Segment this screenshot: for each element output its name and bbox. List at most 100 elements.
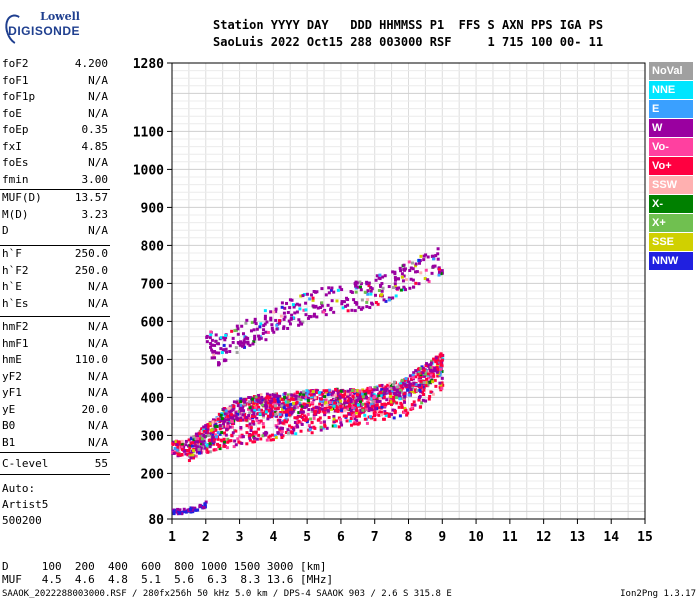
data-point	[325, 426, 329, 430]
data-point	[264, 406, 268, 410]
data-point	[393, 409, 397, 413]
data-point	[318, 399, 322, 403]
data-point	[412, 371, 416, 375]
param-name: C-level	[2, 457, 49, 470]
x-tick-label: 6	[337, 530, 345, 545]
param-row: M(D) 3.23	[2, 208, 108, 224]
data-point	[321, 399, 325, 403]
data-point	[213, 433, 217, 437]
data-point	[327, 415, 331, 419]
data-point	[379, 293, 383, 297]
data-point	[200, 428, 204, 432]
data-point	[234, 346, 238, 350]
data-point	[266, 330, 270, 334]
data-point	[296, 425, 300, 429]
data-point	[382, 391, 386, 395]
data-point	[192, 456, 196, 460]
data-point	[278, 412, 282, 416]
data-point	[244, 418, 248, 422]
data-point	[354, 411, 358, 415]
x-tick-label: 11	[502, 530, 518, 545]
data-point	[351, 395, 355, 399]
data-point	[286, 310, 290, 314]
data-point	[333, 393, 337, 397]
data-point	[271, 438, 275, 442]
data-point	[217, 362, 221, 366]
data-point	[421, 390, 425, 394]
data-point	[342, 300, 346, 304]
data-point	[397, 277, 401, 281]
data-point	[358, 285, 362, 289]
data-point	[324, 402, 328, 406]
data-point	[248, 438, 252, 442]
data-point	[386, 383, 390, 387]
data-point	[294, 397, 298, 401]
x-tick-label: 1	[168, 530, 176, 545]
data-point	[208, 450, 212, 454]
data-point	[392, 387, 396, 391]
auto-label: Auto:	[2, 482, 36, 495]
data-point	[415, 270, 419, 274]
data-point	[327, 286, 331, 290]
data-point	[356, 285, 360, 289]
data-point	[354, 286, 358, 290]
data-point	[257, 399, 261, 403]
data-point	[272, 412, 276, 416]
data-point	[424, 381, 428, 385]
data-point	[404, 408, 408, 412]
data-point	[404, 278, 408, 282]
data-point	[399, 288, 403, 292]
data-point	[420, 365, 424, 369]
param-value: 3.00	[81, 172, 109, 186]
data-point	[206, 423, 210, 427]
data-point	[238, 434, 242, 438]
data-point	[294, 425, 298, 429]
data-point	[315, 391, 319, 395]
data-point	[285, 420, 289, 424]
data-point	[251, 397, 255, 401]
data-point	[236, 332, 240, 336]
data-point	[426, 255, 430, 259]
data-point	[418, 375, 422, 379]
data-point	[319, 397, 323, 401]
data-point	[208, 442, 212, 446]
data-point	[202, 435, 206, 439]
data-point	[372, 388, 376, 392]
data-point	[238, 441, 242, 445]
data-point	[434, 254, 438, 258]
data-point	[365, 421, 369, 425]
data-point	[311, 401, 315, 405]
data-point	[275, 414, 279, 418]
data-point	[269, 318, 273, 322]
data-point	[284, 396, 288, 400]
data-point	[225, 427, 229, 431]
data-point	[274, 307, 278, 311]
data-point	[358, 389, 362, 393]
data-point	[350, 413, 354, 417]
data-point	[388, 385, 392, 389]
data-point	[438, 373, 442, 377]
data-point	[350, 389, 354, 393]
data-point	[262, 413, 266, 417]
data-point	[174, 440, 178, 444]
data-point	[346, 389, 350, 393]
data-point	[284, 410, 288, 414]
data-point	[264, 338, 268, 342]
data-point	[207, 433, 211, 437]
data-point	[249, 429, 253, 433]
footer-d-row: D 100 200 400 600 800 1000 1500 3000 [km…	[2, 560, 327, 573]
data-point	[195, 432, 199, 436]
data-point	[261, 411, 265, 415]
y-tick-label: 800	[141, 239, 165, 254]
data-point	[318, 392, 322, 396]
data-point	[294, 432, 298, 436]
data-point	[232, 445, 236, 449]
data-point	[202, 425, 206, 429]
data-point	[377, 410, 381, 414]
param-row: D N/A	[2, 224, 108, 240]
data-point	[299, 294, 303, 298]
data-point	[197, 451, 201, 455]
data-point	[247, 425, 251, 429]
data-point	[413, 264, 417, 268]
param-name: B1	[2, 435, 16, 449]
